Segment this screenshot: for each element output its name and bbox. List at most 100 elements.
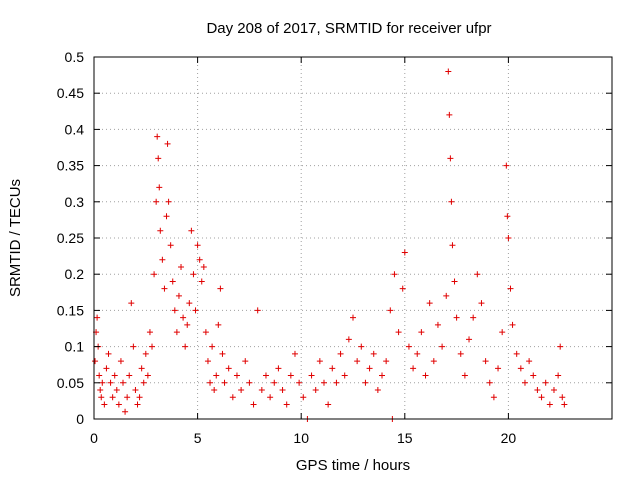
data-point xyxy=(418,329,425,336)
data-point xyxy=(115,401,122,408)
data-point xyxy=(517,365,524,372)
data-point xyxy=(149,343,156,350)
data-point xyxy=(557,343,564,350)
data-point xyxy=(94,314,101,321)
y-tick-label: 0.15 xyxy=(57,302,84,318)
y-tick-label: 0.45 xyxy=(57,85,84,101)
data-point xyxy=(329,365,336,372)
data-point xyxy=(448,198,455,205)
y-tick-label: 0.35 xyxy=(57,158,84,174)
data-point xyxy=(312,387,319,394)
data-point xyxy=(209,343,216,350)
data-point xyxy=(457,350,464,357)
data-point xyxy=(215,321,222,328)
y-tick-label: 0.3 xyxy=(65,194,85,210)
data-point xyxy=(300,394,307,401)
data-point xyxy=(366,365,373,372)
data-point xyxy=(165,198,172,205)
data-point xyxy=(538,394,545,401)
y-tick-label: 0.05 xyxy=(57,375,84,391)
data-point xyxy=(99,379,106,386)
data-point xyxy=(157,227,164,234)
data-point xyxy=(333,379,340,386)
data-point xyxy=(451,278,458,285)
data-point xyxy=(144,372,151,379)
y-tick-label: 0.5 xyxy=(65,49,85,65)
data-point xyxy=(383,358,390,365)
data-point xyxy=(167,242,174,249)
data-point xyxy=(341,372,348,379)
data-point xyxy=(161,285,168,292)
data-point xyxy=(362,379,369,386)
data-point xyxy=(499,329,506,336)
data-point xyxy=(478,300,485,307)
axis-ticks: 0 0.05 0.1 0.15 0.2 0.25 0.3 0.35 0.4 0.45 0.5 0 5 10… xyxy=(57,49,612,446)
data-point xyxy=(391,271,398,278)
y-tick-label: 0.1 xyxy=(65,339,85,355)
data-point xyxy=(495,365,502,372)
data-point xyxy=(379,372,386,379)
data-point xyxy=(188,227,195,234)
data-point xyxy=(198,278,205,285)
data-point xyxy=(345,336,352,343)
data-point xyxy=(225,365,232,372)
data-point xyxy=(202,329,209,336)
data-point xyxy=(138,365,145,372)
data-point xyxy=(526,358,533,365)
data-point xyxy=(184,321,191,328)
data-point xyxy=(233,372,240,379)
data-point xyxy=(358,343,365,350)
y-axis-title: SRMTID / TECUs xyxy=(7,179,24,297)
data-point xyxy=(122,408,129,415)
data-point xyxy=(325,401,332,408)
data-point xyxy=(159,256,166,263)
data-point xyxy=(445,68,452,75)
data-point xyxy=(434,321,441,328)
data-point xyxy=(173,329,180,336)
data-point xyxy=(474,271,481,278)
data-point xyxy=(107,379,114,386)
data-point xyxy=(254,307,261,314)
data-point xyxy=(200,263,207,270)
data-point xyxy=(350,314,356,321)
data-point xyxy=(140,379,147,386)
data-point xyxy=(275,365,282,372)
data-point xyxy=(337,350,344,357)
data-point xyxy=(111,372,118,379)
data-point xyxy=(213,372,220,379)
data-point xyxy=(466,336,473,343)
data-point xyxy=(486,379,493,386)
data-point xyxy=(154,133,161,140)
data-point xyxy=(320,379,327,386)
data-point xyxy=(182,343,189,350)
data-point xyxy=(449,242,456,249)
data-point xyxy=(250,401,257,408)
data-point xyxy=(546,401,553,408)
data-point xyxy=(490,394,497,401)
data-point xyxy=(542,379,549,386)
data-point xyxy=(211,387,218,394)
data-point xyxy=(192,307,199,314)
data-point xyxy=(287,372,294,379)
data-point xyxy=(175,292,182,299)
data-point xyxy=(207,379,214,386)
data-point xyxy=(194,242,201,249)
data-point xyxy=(470,314,477,321)
data-point xyxy=(146,329,153,336)
data-point xyxy=(296,379,303,386)
data-point xyxy=(422,372,429,379)
data-point xyxy=(164,140,171,147)
data-point xyxy=(550,387,557,394)
data-point xyxy=(387,307,394,314)
data-point xyxy=(509,321,516,328)
chart-title: Day 208 of 2017, SRMTID for receiver ufp… xyxy=(206,20,491,37)
data-point xyxy=(132,387,139,394)
data-point xyxy=(513,350,520,357)
data-point xyxy=(156,184,163,191)
data-point xyxy=(242,358,249,365)
data-point xyxy=(151,271,158,278)
data-point xyxy=(414,350,421,357)
data-point xyxy=(503,162,510,169)
data-point xyxy=(186,300,193,307)
data-point xyxy=(246,379,253,386)
